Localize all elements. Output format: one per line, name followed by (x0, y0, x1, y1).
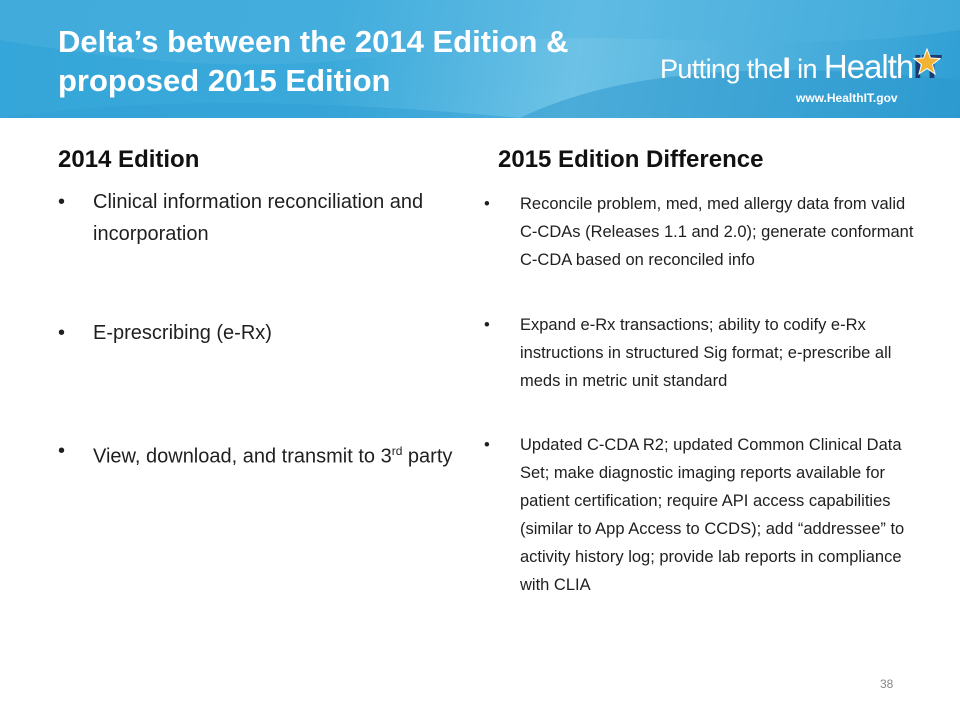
logo-url: www.HealthIT.gov (796, 91, 898, 105)
list-item-text: Reconcile problem, med, med allergy data… (520, 195, 914, 269)
list-item-text: View, download, and transmit to 3rd part… (93, 435, 468, 473)
bullet: • (58, 440, 66, 462)
star-icon (912, 47, 942, 76)
list-item-text: Expand e-Rx transactions; ability to cod… (520, 316, 892, 390)
header-wave-decoration (0, 0, 960, 118)
list-item-text-main: View, download, and transmit to 3 (93, 445, 392, 468)
right-column-heading: 2015 Edition Difference (498, 146, 764, 173)
page-title: Delta’s between the 2014 Edition & propo… (58, 22, 658, 100)
left-column-heading: 2014 Edition (58, 146, 200, 173)
list-item-text: E-prescribing (e-Rx) (93, 322, 272, 344)
logo-wordmark: Putting theI in HealthIT (660, 48, 942, 86)
logo-in: in (790, 54, 824, 84)
bullet: • (58, 322, 66, 344)
title-line-1: Delta’s between the 2014 Edition & (58, 24, 569, 59)
bullet: • (484, 316, 490, 334)
healthit-logo: Putting theI in HealthIT www.HealthIT.go… (660, 44, 950, 114)
bullet: • (484, 436, 490, 454)
list-item-text: Updated C-CDA R2; updated Common Clinica… (520, 436, 905, 594)
list-item-text: Clinical information reconciliation and … (93, 191, 424, 245)
logo-i: I (782, 52, 791, 85)
title-line-2: proposed 2015 Edition (58, 63, 391, 98)
bullet: • (484, 195, 490, 213)
logo-putting: Putting the (660, 54, 783, 84)
list-item-text-tail: party (402, 445, 453, 468)
logo-health: Health (823, 48, 914, 85)
page-number: 38 (880, 677, 894, 691)
bullet: • (58, 191, 66, 213)
superscript-rd: rd (391, 444, 403, 458)
slide-header: Delta’s between the 2014 Edition & propo… (0, 0, 960, 118)
